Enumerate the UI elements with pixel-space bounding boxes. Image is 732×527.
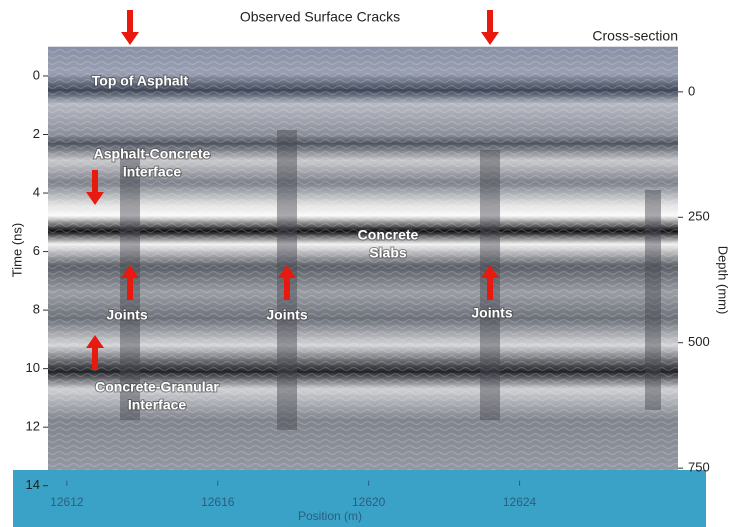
annotation: Asphalt-Concrete xyxy=(94,146,211,162)
y2-tick-label: 500 xyxy=(688,334,710,349)
chart-subtitle: Cross-section xyxy=(592,28,678,44)
annotation: Joints xyxy=(266,307,307,323)
y-tick-label: 10 xyxy=(26,360,40,375)
x-axis-label: Position (m) xyxy=(298,509,362,523)
annotation: Concrete-Granular xyxy=(95,379,219,395)
chart: Observed Surface Cracks Cross-section Po… xyxy=(0,0,732,527)
annotation: Interface xyxy=(123,164,182,180)
x-tick-label: 12624 xyxy=(503,495,537,509)
annotation: Top of Asphalt xyxy=(92,73,189,89)
annotation: Slabs xyxy=(369,245,407,261)
y-tick-label: 0 xyxy=(33,67,40,82)
annotation: Joints xyxy=(106,307,147,323)
annotation: Interface xyxy=(128,397,187,413)
annotation: Concrete xyxy=(358,227,419,243)
y2-tick-label: 0 xyxy=(688,83,695,98)
chart-title: Observed Surface Cracks xyxy=(240,9,400,25)
annotation: Joints xyxy=(471,305,512,321)
y-tick-label: 8 xyxy=(33,302,40,317)
y-tick-label: 12 xyxy=(26,419,40,434)
x-tick-label: 12620 xyxy=(352,495,386,509)
y2-axis-label: Depth (mm) xyxy=(716,246,731,315)
x-tick-label: 12612 xyxy=(50,495,84,509)
radargram-texture xyxy=(48,47,678,486)
y-tick-label: 6 xyxy=(33,243,40,258)
y2-tick-label: 250 xyxy=(688,209,710,224)
y-tick-label: 14 xyxy=(26,477,40,492)
y-axis-label: Time (ns) xyxy=(9,223,24,277)
y-tick-label: 2 xyxy=(33,126,40,141)
x-tick-label: 12616 xyxy=(201,495,235,509)
y-tick-label: 4 xyxy=(33,184,40,199)
y2-tick-label: 750 xyxy=(688,460,710,475)
